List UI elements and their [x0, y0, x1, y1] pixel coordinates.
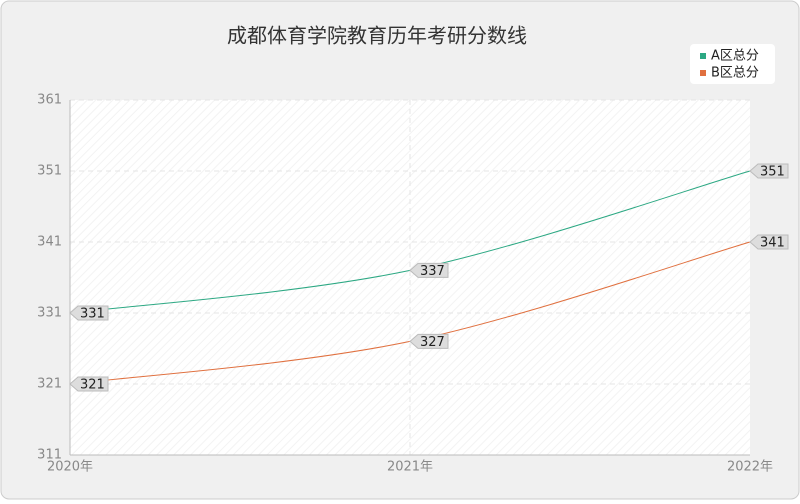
legend-label: A区总分: [711, 49, 759, 64]
legend-box: [690, 44, 775, 84]
chart-title: 成都体育学院教育历年考研分数线: [227, 24, 527, 48]
data-label: 351: [760, 165, 785, 180]
label-tag: [749, 234, 789, 250]
label-tag: [749, 163, 789, 179]
data-label: 337: [420, 264, 445, 279]
label-tag: [69, 376, 109, 392]
label-tag: [69, 305, 109, 321]
y-tick-label: 341: [37, 235, 62, 250]
data-label: 321: [80, 378, 105, 393]
y-tick-label: 351: [37, 164, 62, 179]
x-tick-label: 2020年: [47, 460, 93, 475]
data-label: 327: [420, 335, 445, 350]
label-tag: [409, 333, 449, 349]
y-tick-label: 321: [37, 377, 62, 392]
legend-swatch: [700, 70, 706, 76]
label-tag: [409, 262, 449, 278]
y-tick-label: 331: [37, 306, 62, 321]
y-tick-label: 311: [37, 448, 62, 463]
x-tick-label: 2022年: [727, 460, 773, 475]
data-label: 341: [760, 236, 785, 251]
legend-label: B区总分: [711, 66, 759, 81]
y-tick-label: 361: [37, 93, 62, 108]
legend-swatch: [700, 53, 706, 59]
data-label: 331: [80, 307, 105, 322]
x-tick-label: 2021年: [387, 460, 433, 475]
